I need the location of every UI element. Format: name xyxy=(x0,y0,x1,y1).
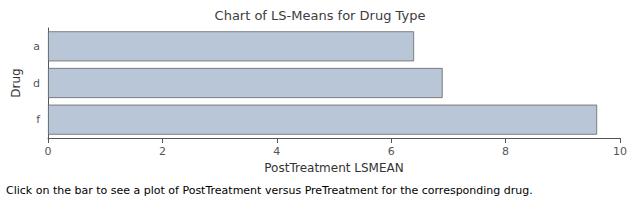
svg-text:8: 8 xyxy=(502,145,509,158)
svg-text:Drug: Drug xyxy=(9,68,23,97)
svg-text:Click on the bar to see a plot: Click on the bar to see a plot of PostTr… xyxy=(6,184,533,197)
svg-text:Chart of LS-Means for Drug Typ: Chart of LS-Means for Drug Type xyxy=(215,8,426,23)
svg-text:f: f xyxy=(36,113,41,126)
svg-text:a: a xyxy=(33,40,40,53)
svg-text:0: 0 xyxy=(45,145,52,158)
svg-text:d: d xyxy=(33,77,40,90)
svg-text:2: 2 xyxy=(159,145,166,158)
svg-text:PostTreatment LSMEAN: PostTreatment LSMEAN xyxy=(264,161,403,175)
svg-text:10: 10 xyxy=(613,145,627,158)
svg-text:6: 6 xyxy=(388,145,395,158)
svg-text:4: 4 xyxy=(273,145,280,158)
